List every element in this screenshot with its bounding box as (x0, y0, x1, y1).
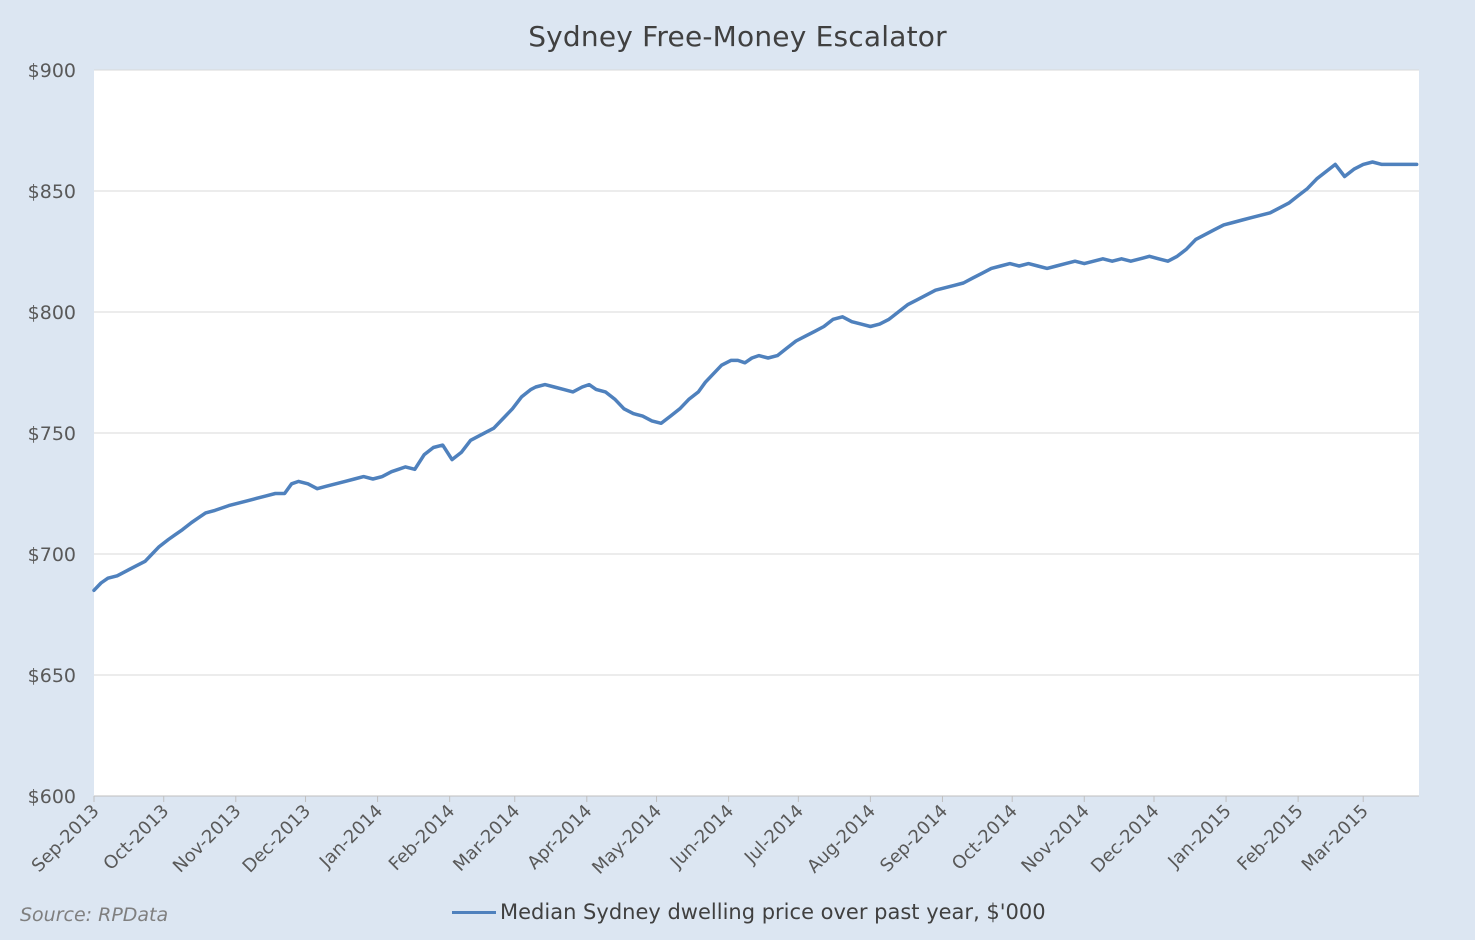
x-tick-label: Jan-2014 (315, 801, 387, 873)
y-tick-label: $750 (28, 423, 76, 445)
chart-title: Sydney Free-Money Escalator (528, 20, 947, 53)
x-tick-label: Oct-2013 (99, 801, 173, 875)
y-tick-label: $600 (28, 786, 76, 808)
y-tick-label: $850 (28, 181, 76, 203)
x-tick-label: Aug-2014 (803, 801, 880, 878)
source-note: Source: RPData (20, 904, 169, 926)
x-tick-label: Jul-2014 (740, 801, 808, 869)
x-tick-label: Feb-2015 (1233, 801, 1307, 875)
x-tick-label: Mar-2015 (1298, 801, 1373, 876)
x-tick-label: Jan-2015 (1163, 801, 1235, 873)
legend-swatch (452, 910, 496, 914)
y-tick-label: $800 (28, 302, 76, 324)
x-tick-label: Feb-2014 (385, 801, 459, 875)
x-tick-label: Mar-2014 (449, 801, 524, 876)
x-tick-label: Jun-2014 (666, 801, 738, 873)
x-tick-label: Apr-2014 (523, 801, 596, 874)
legend: Median Sydney dwelling price over past y… (452, 900, 1046, 924)
legend-label: Median Sydney dwelling price over past y… (500, 900, 1046, 924)
x-tick-label: Nov-2013 (169, 801, 245, 877)
x-tick-label: Sep-2014 (876, 801, 952, 877)
x-tick-label: Dec-2014 (1087, 801, 1163, 877)
x-tick-label: Oct-2014 (948, 801, 1022, 875)
y-tick-label: $700 (28, 544, 76, 566)
series-line (92, 160, 1419, 593)
y-tick-label: $650 (28, 665, 76, 687)
y-tick-label: $900 (28, 60, 76, 82)
x-tick-label: Sep-2013 (28, 801, 104, 877)
x-tick-label: May-2014 (588, 801, 666, 879)
x-tick-label: Nov-2014 (1017, 801, 1093, 877)
x-tick-label: Dec-2013 (239, 801, 315, 877)
